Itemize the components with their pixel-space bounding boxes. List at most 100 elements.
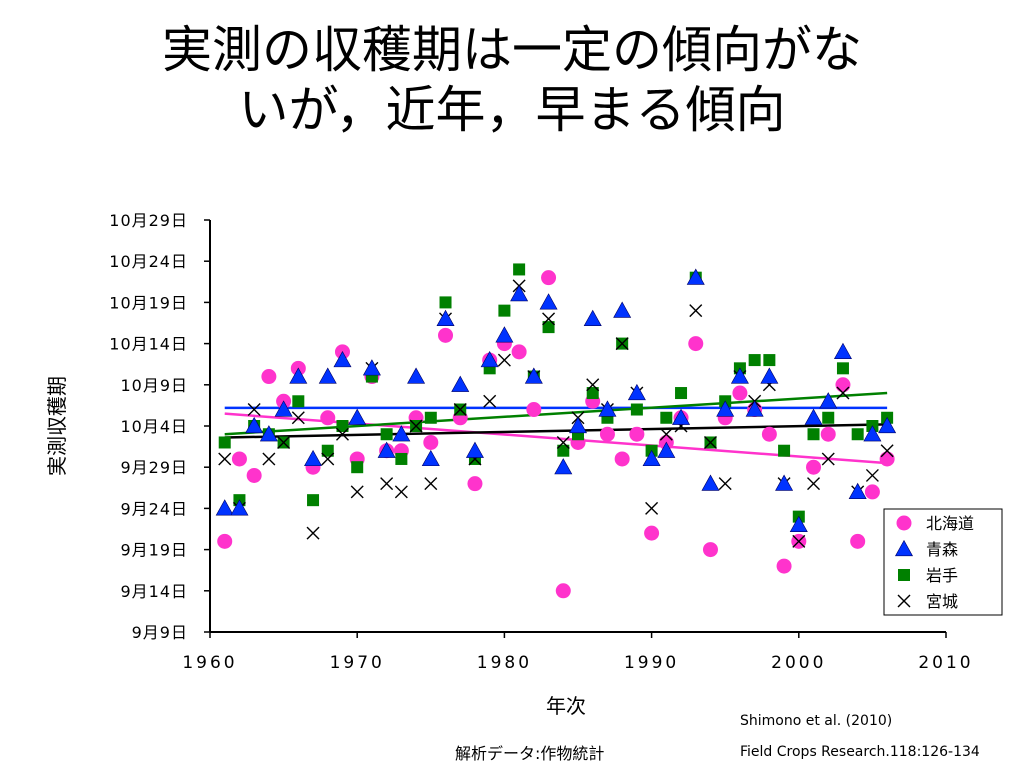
data-point [261, 369, 277, 385]
data-point [321, 452, 335, 466]
data-point [778, 444, 791, 457]
data-point [336, 420, 349, 432]
data-point [350, 485, 364, 499]
x-axis-label: 年次 [546, 694, 586, 718]
data-point [259, 425, 278, 442]
data-point [274, 400, 293, 417]
data-point [539, 293, 558, 310]
y-axis-label: 実測収穫期 [45, 376, 69, 476]
data-point [864, 484, 880, 500]
data-point [304, 449, 323, 467]
data-point [465, 441, 484, 458]
data-point [362, 359, 381, 376]
x-tick-label: 2000 [771, 653, 826, 673]
data-point [453, 403, 467, 417]
data-point [247, 403, 261, 417]
y-tick-label: 9月29日 [120, 458, 188, 477]
data-point [320, 410, 336, 426]
trend-line [224, 412, 888, 465]
data-point [836, 386, 850, 400]
data-point [879, 451, 895, 467]
legend-marker [896, 515, 912, 531]
data-point [644, 525, 660, 541]
title-line-1: 実測の収穫期は一定の傾向がな [162, 21, 862, 79]
data-point [321, 444, 334, 457]
data-point [394, 485, 408, 499]
data-point [380, 428, 393, 441]
data-point [318, 367, 337, 384]
data-point [215, 499, 234, 516]
data-point [495, 326, 514, 343]
data-point [395, 452, 408, 465]
legend-label: 青森 [926, 540, 958, 559]
data-point [348, 408, 367, 425]
data-point [498, 304, 511, 317]
data-point [850, 533, 866, 549]
data-point [657, 441, 676, 458]
data-point [789, 515, 808, 532]
data-point [716, 400, 735, 417]
legend-label: 岩手 [926, 566, 958, 585]
data-point [333, 350, 352, 368]
data-point [392, 425, 411, 442]
trend-line [224, 423, 888, 439]
data-point [307, 494, 320, 507]
data-point [557, 444, 570, 457]
data-point [424, 411, 437, 424]
data-point [630, 403, 643, 416]
y-tick-label: 9月24日 [120, 499, 188, 518]
data-point [451, 375, 470, 392]
data-point [231, 451, 247, 467]
data-point [351, 461, 364, 474]
y-tick-label: 10月24日 [109, 252, 188, 271]
data-point [511, 344, 527, 360]
data-point [821, 452, 835, 466]
data-point [230, 499, 249, 516]
data-point [732, 385, 748, 401]
x-tick-label: 1960 [182, 653, 237, 673]
data-point [598, 400, 617, 417]
citation-journal: Field Crops Research.118:126-134 [740, 744, 980, 760]
x-tick-label: 1970 [330, 653, 385, 673]
data-point [467, 476, 483, 492]
data-point [246, 467, 262, 483]
data-point [541, 270, 557, 286]
data-point [701, 474, 720, 491]
data-point [822, 411, 835, 424]
data-point [819, 392, 838, 409]
data-point [407, 367, 426, 384]
data-point [586, 378, 600, 392]
data-point [556, 435, 570, 449]
data-point [760, 367, 779, 384]
data-point [660, 411, 673, 424]
data-point [629, 426, 645, 442]
citation-authors: Shimono et al. (2010) [740, 713, 893, 729]
data-point [292, 395, 305, 408]
y-tick-label: 9月9日 [132, 623, 188, 642]
data-point [542, 312, 556, 326]
x-tick-label: 1980 [477, 653, 532, 673]
data-point [878, 416, 897, 434]
data-point [245, 416, 264, 434]
data-point [377, 441, 396, 458]
data-point [642, 449, 661, 467]
legend-label: 北海道 [926, 514, 974, 533]
data-point [497, 353, 511, 367]
y-tick-label: 10月14日 [109, 335, 188, 354]
data-point [730, 367, 749, 384]
x-tick-label: 1990 [624, 653, 679, 673]
data-point [586, 387, 599, 400]
data-point [218, 436, 231, 449]
legend-marker [897, 594, 911, 608]
data-point [335, 427, 349, 441]
y-tick-label: 10月4日 [120, 417, 188, 436]
data-point [792, 534, 806, 548]
data-point [380, 477, 394, 491]
data-point [835, 377, 851, 393]
data-point [510, 285, 529, 302]
data-point [277, 435, 291, 449]
data-point [718, 477, 732, 491]
data-point [833, 342, 852, 359]
trend-line [224, 391, 888, 436]
